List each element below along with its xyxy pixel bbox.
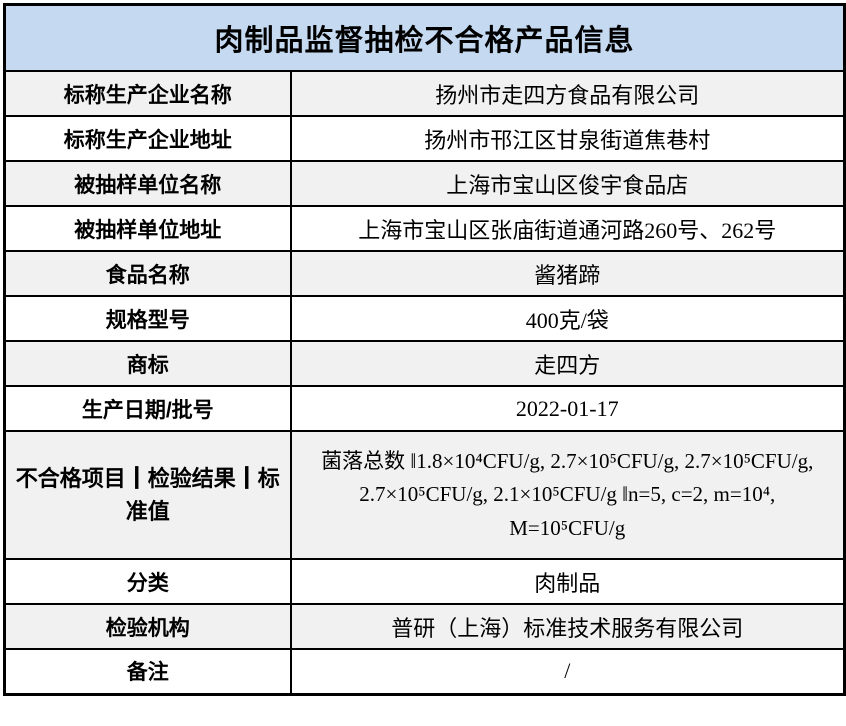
row-label: 规格型号	[3, 295, 292, 342]
row-value: 酱猪蹄	[289, 250, 846, 297]
page-title: 肉制品监督抽检不合格产品信息	[3, 3, 846, 72]
row-inspection-agency: 检验机构 普研（上海）标准技术服务有限公司	[3, 603, 846, 650]
row-label: 生产日期/批号	[3, 385, 292, 432]
row-label: 检验机构	[3, 603, 292, 650]
row-label: 备注	[3, 648, 292, 695]
row-sampled-unit-address: 被抽样单位地址 上海市宝山区张庙街道通河路260号、262号	[3, 205, 846, 252]
row-value: 上海市宝山区张庙街道通河路260号、262号	[289, 205, 846, 252]
row-label: 标称生产企业名称	[3, 70, 292, 117]
row-value: 肉制品	[289, 558, 846, 605]
row-food-name: 食品名称 酱猪蹄	[3, 250, 846, 297]
row-value: 2022-01-17	[289, 385, 846, 432]
row-sampled-unit-name: 被抽样单位名称 上海市宝山区俊宇食品店	[3, 160, 846, 207]
row-remarks: 备注 /	[3, 648, 846, 695]
inspection-info-table: 肉制品监督抽检不合格产品信息 标称生产企业名称 扬州市走四方食品有限公司 标称生…	[3, 3, 846, 696]
row-label: 标称生产企业地址	[3, 115, 292, 162]
row-value: /	[289, 648, 846, 695]
row-value: 走四方	[289, 340, 846, 387]
row-category: 分类 肉制品	[3, 558, 846, 605]
row-value: 400克/袋	[289, 295, 846, 342]
row-producer-address: 标称生产企业地址 扬州市邗江区甘泉街道焦巷村	[3, 115, 846, 162]
row-value: 扬州市走四方食品有限公司	[289, 70, 846, 117]
row-production-date-batch: 生产日期/批号 2022-01-17	[3, 385, 846, 432]
row-label: 被抽样单位地址	[3, 205, 292, 252]
row-value: 扬州市邗江区甘泉街道焦巷村	[289, 115, 846, 162]
row-failed-item-result-standard: 不合格项目┃检验结果┃标准值 菌落总数 ‖1.8×10⁴CFU/g, 2.7×1…	[3, 430, 846, 560]
row-label: 食品名称	[3, 250, 292, 297]
row-trademark: 商标 走四方	[3, 340, 846, 387]
row-spec-model: 规格型号 400克/袋	[3, 295, 846, 342]
row-producer-name: 标称生产企业名称 扬州市走四方食品有限公司	[3, 70, 846, 117]
title-row: 肉制品监督抽检不合格产品信息	[3, 3, 846, 72]
row-label: 商标	[3, 340, 292, 387]
row-value: 普研（上海）标准技术服务有限公司	[289, 603, 846, 650]
row-label: 被抽样单位名称	[3, 160, 292, 207]
row-value: 上海市宝山区俊宇食品店	[289, 160, 846, 207]
row-label: 分类	[3, 558, 292, 605]
row-value: 菌落总数 ‖1.8×10⁴CFU/g, 2.7×10⁵CFU/g, 2.7×10…	[289, 430, 846, 560]
row-label: 不合格项目┃检验结果┃标准值	[3, 430, 292, 560]
